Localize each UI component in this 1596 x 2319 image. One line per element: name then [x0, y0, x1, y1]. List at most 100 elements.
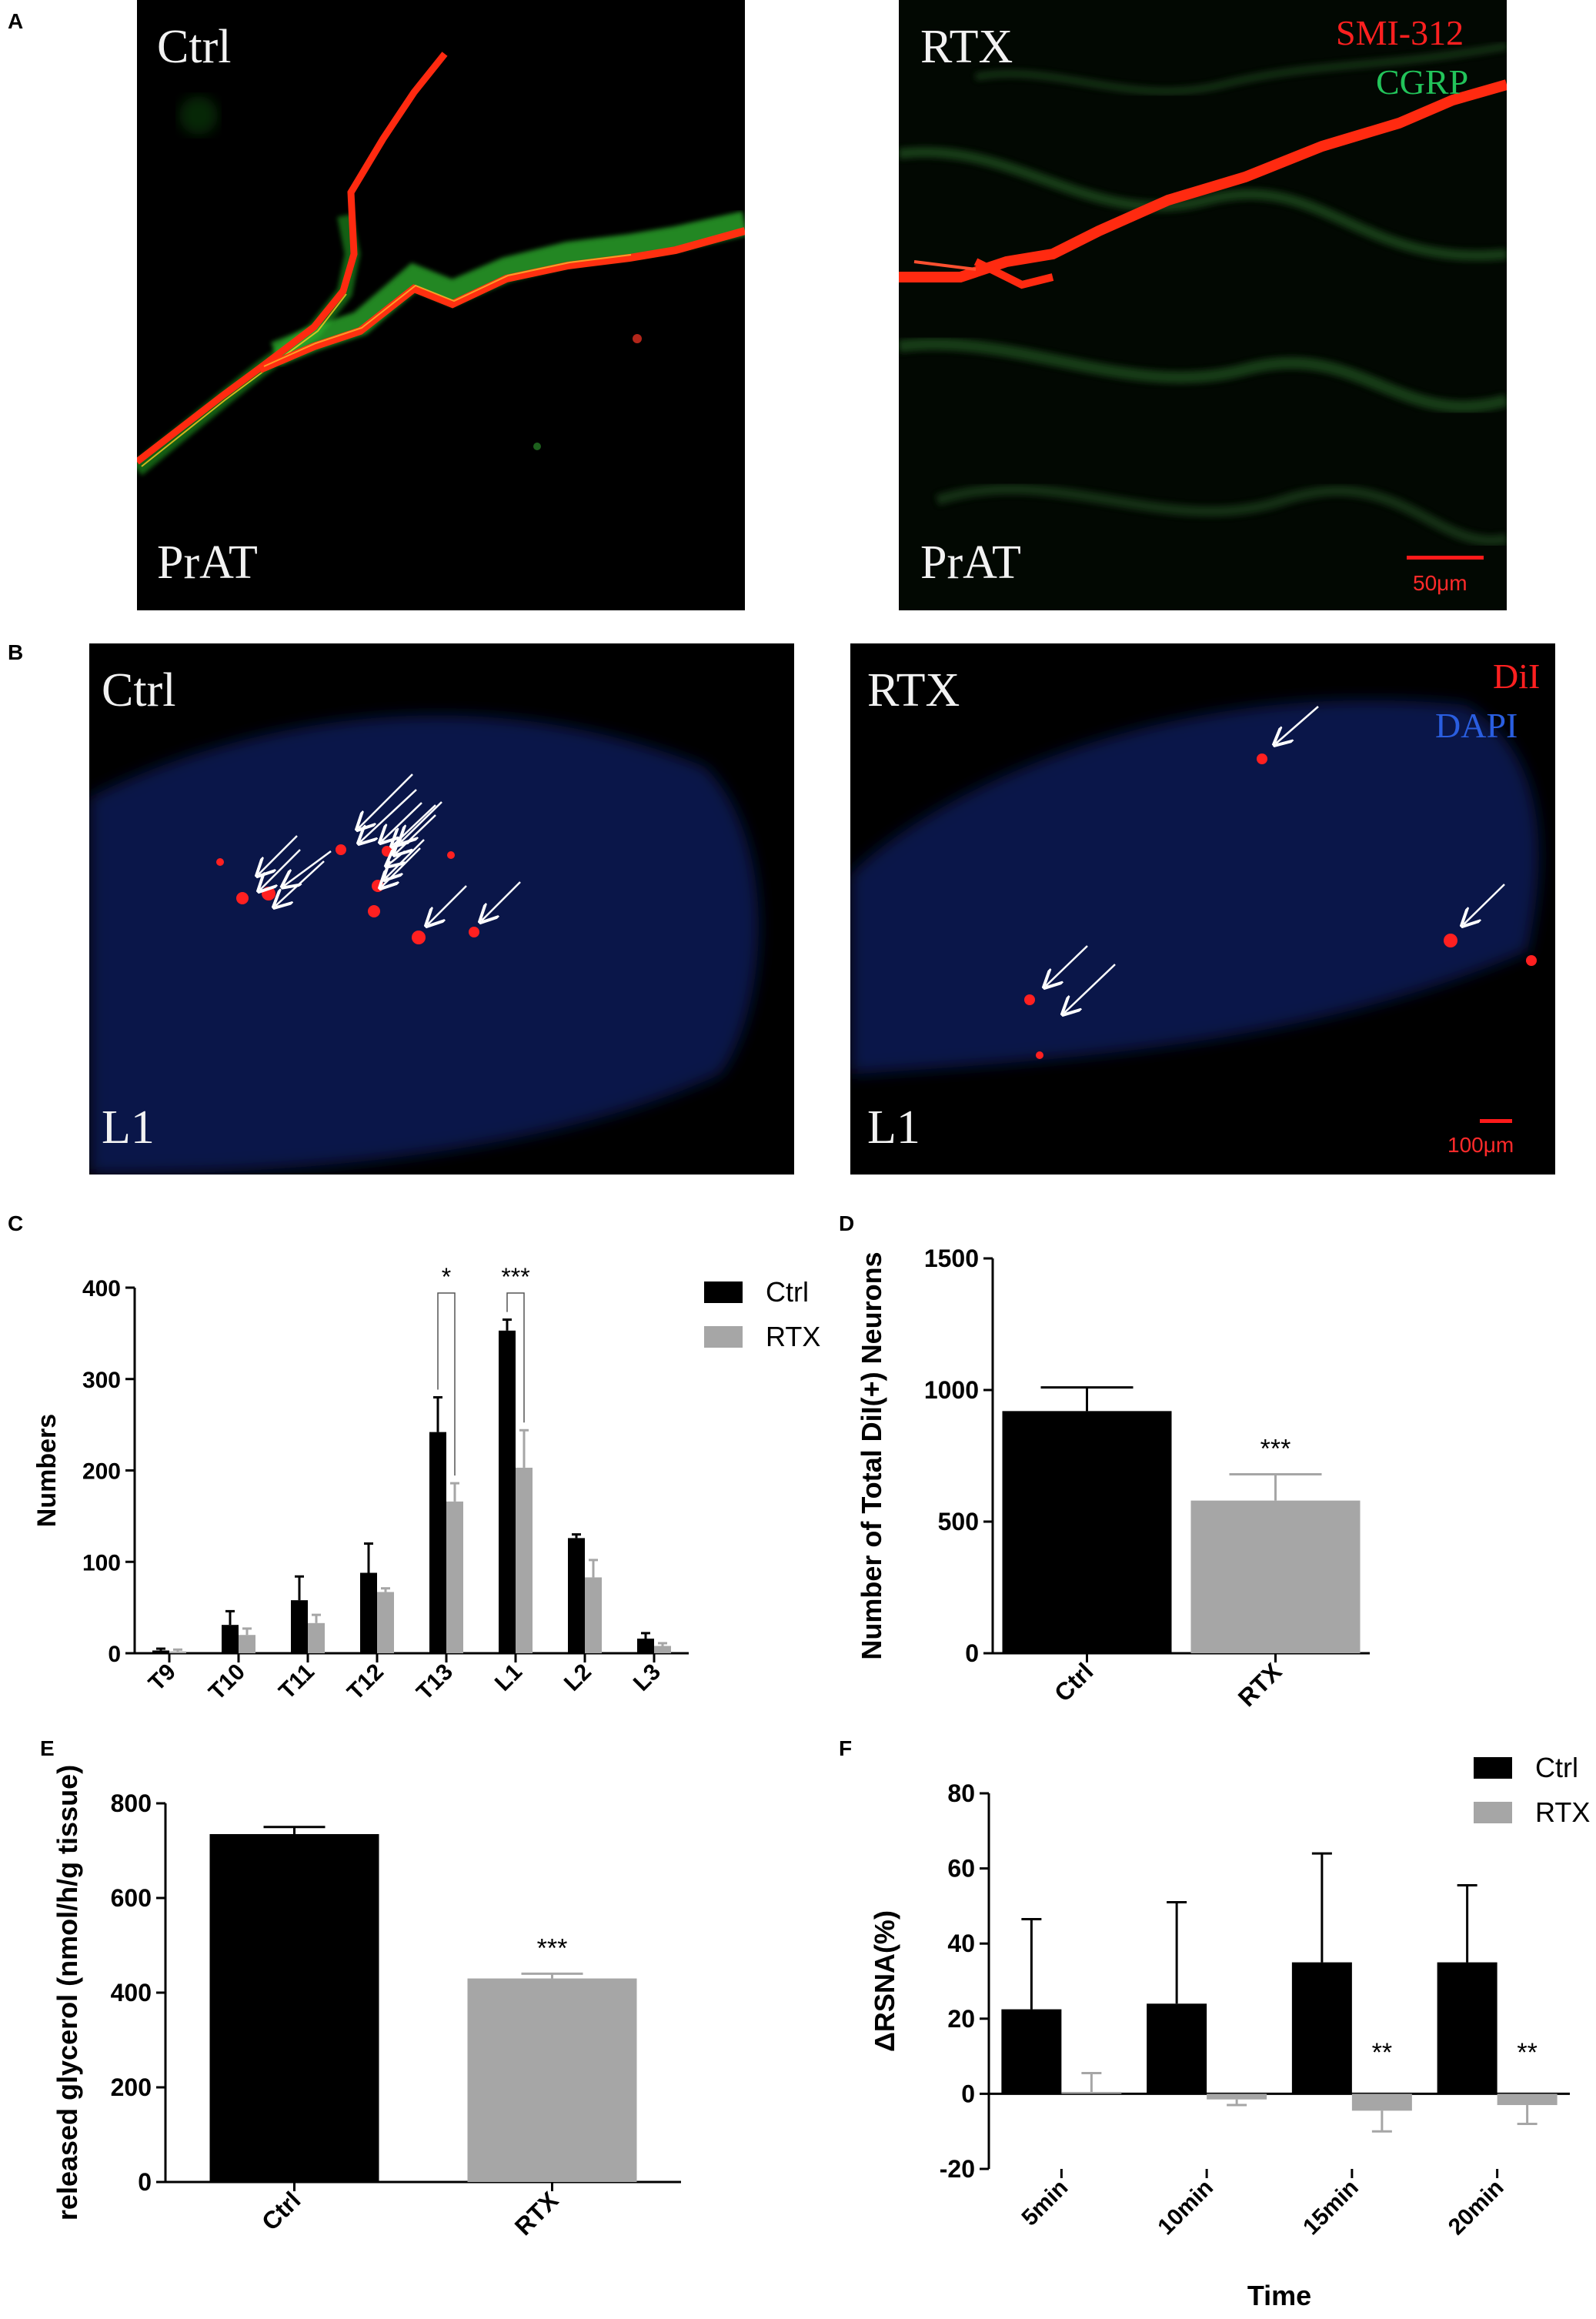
bar: [169, 1651, 186, 1653]
y-tick-label: 200: [82, 1459, 121, 1485]
bar: [467, 1978, 637, 2182]
chart-e-svg: 0 200 400 600 800 Ctrl RTX released glycerol (n…: [52, 1765, 681, 2240]
panel-label-f: F: [839, 1736, 853, 1760]
y-tick-label: 500: [938, 1508, 979, 1535]
significance-marker: ***: [537, 1933, 568, 1963]
y-tick-label: 800: [111, 1789, 152, 1817]
x-tick-label: Ctrl: [1049, 1657, 1098, 1706]
bar: [1147, 2003, 1207, 2094]
y-tick-label: 300: [82, 1368, 121, 1393]
label-rtx: RTX: [867, 664, 960, 717]
panel-label-a: A: [8, 9, 24, 33]
y-tick-label: 1000: [924, 1376, 979, 1404]
bar: [568, 1538, 585, 1653]
significance-bracket: [437, 1292, 456, 1476]
y-tick-label: 0: [965, 1639, 979, 1667]
y-tick-label: 1500: [924, 1245, 979, 1272]
legend-swatch: [1474, 1757, 1512, 1779]
legend-swatch: [1474, 1802, 1512, 1823]
legend-label: RTX: [766, 1321, 820, 1352]
scale-bar-label: 100μm: [1447, 1133, 1514, 1157]
y-tick-label: 0: [108, 1642, 121, 1667]
bar: [1190, 1500, 1361, 1653]
chart-e: 0 200 400 600 800 Ctrl RTX released glycerol (n…: [0, 1732, 846, 2315]
x-tick-label: RTX: [509, 2186, 564, 2240]
bar: [1497, 2093, 1558, 2106]
x-tick-label: L2: [559, 1659, 596, 1696]
y-tick-label: 0: [961, 2080, 975, 2107]
bar: [1207, 2093, 1267, 2100]
panel-label-d: D: [839, 1211, 855, 1235]
bar: [308, 1622, 325, 1653]
panel-label-e: E: [40, 1736, 55, 1760]
label-ctrl: Ctrl: [157, 21, 232, 73]
chart-c: 0 100 200 300 400 T9 T10 T11 T12 T13 L1 L2 L3 Numbers…: [0, 1201, 846, 1739]
x-axis-title: Time: [1247, 2280, 1311, 2311]
x-tick-label: 10min: [1153, 2175, 1218, 2240]
x-tick-label: Ctrl: [256, 2186, 306, 2235]
legend-label: RTX: [1535, 1796, 1590, 1828]
y-axis-title: Numbers: [32, 1414, 62, 1527]
micrograph-b-ctrl: Ctrl L1: [89, 643, 794, 1175]
legend-label: Ctrl: [766, 1276, 809, 1308]
significance-marker: ***: [501, 1263, 529, 1291]
nerve-fiber-image: [137, 52, 745, 476]
legend-swatch: [704, 1281, 743, 1303]
legend-label: Ctrl: [1535, 1752, 1578, 1783]
significance-marker: **: [1372, 2038, 1392, 2067]
scale-bar: [1480, 1119, 1512, 1123]
micrograph-b-rtx: RTX DiI DAPI L1 100μm: [850, 643, 1555, 1175]
x-tick-label: T11: [274, 1659, 319, 1705]
micrograph-a-rtx: RTX SMI-312 CGRP PrAT 50μm: [899, 0, 1507, 610]
y-tick-label: 400: [111, 1979, 152, 2007]
y-axis-title: Number of Total DiI(+) Neurons: [856, 1251, 887, 1659]
bar: [1291, 1962, 1352, 2094]
x-tick-label: T9: [144, 1659, 181, 1696]
drg-section-image: [89, 715, 759, 1175]
drg-section-image: [850, 700, 1539, 1074]
chart-f-svg: -20 0 20 40 60 80 5min 10min 15min 20min ΔRSNA(%) T…: [869, 1752, 1590, 2311]
y-tick-label: 100: [82, 1550, 121, 1576]
panel-label-b: B: [8, 640, 24, 664]
bar: [222, 1625, 239, 1653]
bar: [1001, 2009, 1062, 2094]
significance-marker: ***: [1260, 1434, 1291, 1463]
x-tick-label: T10: [204, 1659, 250, 1706]
chart-c-svg: 0 100 200 300 400 T9 T10 T11 T12 T13 L1 L2 L3 Numbers…: [32, 1263, 820, 1706]
chart-d: 0 500 1000 1500 Ctrl RTX Number of Total DiI(+…: [846, 1201, 1596, 1739]
panel-label-c: C: [8, 1211, 24, 1235]
bar: [360, 1572, 377, 1653]
significance-marker: **: [1517, 2038, 1537, 2067]
y-tick-label: 400: [82, 1276, 121, 1302]
x-tick-label: T13: [412, 1659, 458, 1706]
y-tick-label: 0: [138, 2168, 152, 2196]
nerve-fiber-image: [899, 42, 1507, 546]
x-tick-label: L1: [490, 1659, 527, 1696]
label-tissue: PrAT: [157, 536, 258, 589]
bar: [1002, 1411, 1172, 1653]
y-tick-label: 40: [947, 1930, 975, 1957]
bar: [1351, 2093, 1412, 2111]
bar: [377, 1592, 394, 1653]
y-tick-label: -20: [940, 2155, 975, 2183]
scale-bar-label: 50μm: [1413, 571, 1467, 595]
micrograph-a-ctrl: Ctrl PrAT: [137, 0, 745, 610]
bar: [1061, 2091, 1122, 2094]
y-tick-label: 80: [947, 1779, 975, 1807]
significance-marker: *: [442, 1263, 451, 1291]
x-tick-label: 15min: [1298, 2175, 1364, 2240]
chart-f: -20 0 20 40 60 80 5min 10min 15min 20min ΔRSNA(%) T…: [846, 1732, 1596, 2315]
bar: [516, 1467, 533, 1653]
y-tick-label: 200: [111, 2073, 152, 2101]
chart-d-svg: 0 500 1000 1500 Ctrl RTX Number of Total DiI(+…: [856, 1245, 1370, 1712]
bar: [429, 1432, 446, 1653]
significance-bracket: [506, 1292, 525, 1423]
label-tissue: L1: [102, 1101, 155, 1154]
stain-cgrp: CGRP: [1376, 62, 1469, 102]
x-tick-label: RTX: [1233, 1657, 1287, 1712]
label-tissue: L1: [867, 1101, 920, 1154]
bar: [1437, 1962, 1498, 2094]
stain-smi312: SMI-312: [1336, 13, 1464, 52]
bar: [499, 1330, 516, 1653]
y-tick-label: 20: [947, 2005, 975, 2033]
